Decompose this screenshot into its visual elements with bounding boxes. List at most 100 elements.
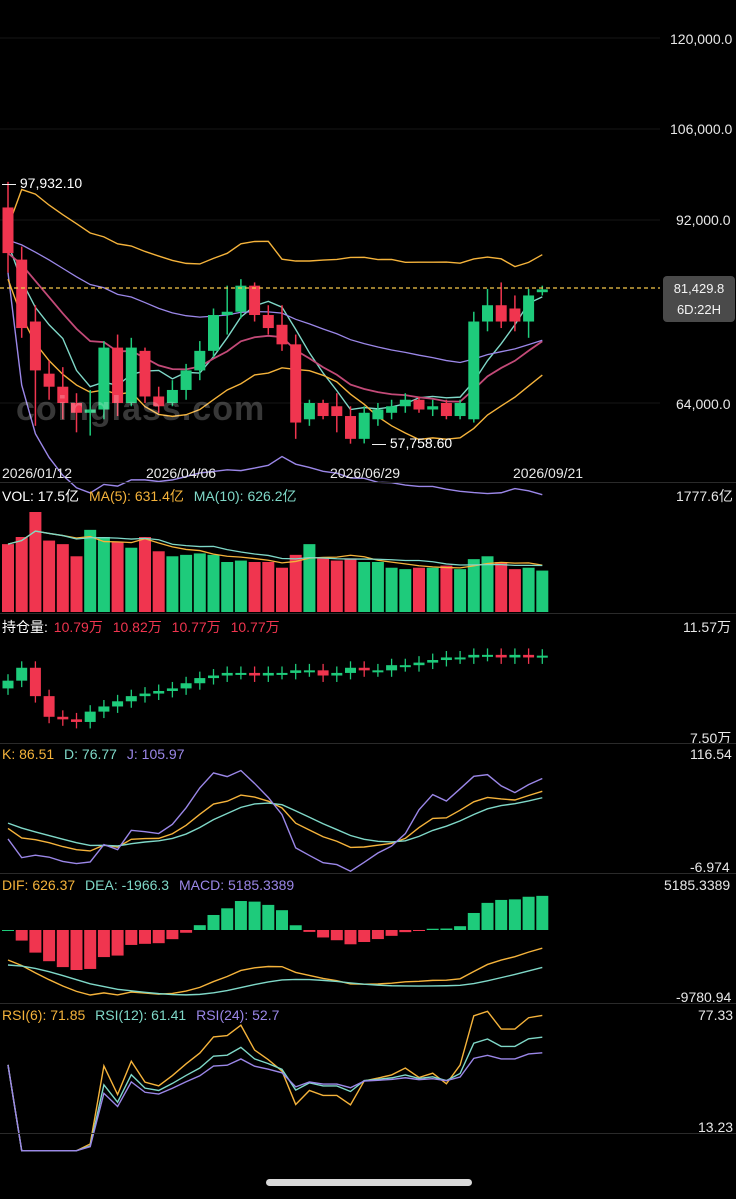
rsi-legend: RSI(6): 71.85 RSI(12): 61.41 RSI(24): 52… [2, 1007, 285, 1023]
volume-bar [495, 562, 508, 612]
macd-bar [317, 930, 330, 938]
macd-bar [481, 902, 494, 930]
rsi-12: RSI(12): 61.41 [95, 1007, 187, 1023]
oi-body [43, 696, 55, 717]
macd-bar [180, 930, 193, 933]
volume-bar [2, 544, 14, 612]
oi-body [57, 716, 69, 720]
home-indicator[interactable] [266, 1179, 472, 1186]
rsi6-line [7, 1010, 543, 1152]
vol-ma5-line [7, 530, 543, 569]
rsi-24: RSI(24): 52.7 [196, 1007, 280, 1023]
grid-lines [0, 37, 660, 404]
date-label: 2026/01/12 [2, 465, 73, 481]
macd-dif-line [7, 947, 543, 996]
volume-bar [454, 569, 467, 612]
macd-bar [440, 928, 453, 930]
volume-bar [399, 569, 412, 612]
rsi-axis-top: 77.33 [698, 1007, 734, 1023]
vol-legend: VOL: 17.5亿 MA(5): 631.4亿 MA(10): 626.2亿 [2, 486, 302, 506]
candle-body [399, 399, 411, 407]
candle-body [98, 347, 110, 410]
vol-ma5: MA(5): 631.4亿 [88, 488, 184, 504]
candle-body [194, 350, 206, 371]
oi-body [427, 660, 439, 663]
macd-bar [15, 930, 28, 941]
macd-bar [371, 930, 384, 940]
volume-bar [426, 567, 439, 612]
kdj-lines [7, 769, 543, 872]
pane-divider [0, 613, 736, 614]
macd-bar [152, 930, 165, 944]
ma-short-line [7, 243, 543, 411]
rsi-axis-bottom: 13.23 [698, 1119, 734, 1135]
oi-body [345, 667, 356, 673]
oi-body [331, 672, 343, 676]
kdj-d-line [7, 797, 543, 847]
date-label: 2026/04/06 [146, 465, 217, 481]
candle-body [386, 406, 398, 413]
oi-body [166, 688, 178, 691]
candle-body [290, 344, 302, 423]
kdj-legend: K: 86.51 D: 76.77 J: 105.97 [2, 746, 190, 762]
candle-body [372, 409, 384, 420]
candle-body [153, 396, 165, 407]
volume-bar [97, 537, 110, 612]
macd-axis-bottom: -9780.94 [676, 989, 732, 1005]
volume-bar [467, 559, 480, 612]
pane-divider [0, 743, 736, 744]
volume-bar [317, 558, 330, 612]
candle-body [235, 285, 247, 312]
high-marker: — 97,932.10 [2, 175, 83, 191]
oi-body [440, 657, 452, 661]
candle-body [249, 285, 261, 316]
current-price-value: 81,429.8 [673, 281, 725, 296]
pane-divider [0, 482, 736, 483]
lower-band-line [7, 272, 543, 496]
low-marker-value: 57,758.60 [389, 435, 453, 451]
date-label: 2026/09/21 [513, 465, 584, 481]
candle-body [125, 347, 137, 403]
oi-body [262, 672, 274, 676]
macd-bar [508, 899, 521, 930]
low-marker: — 57,758.60 [372, 435, 453, 451]
kdj-d: D: 76.77 [64, 746, 117, 762]
macd-bar [413, 930, 425, 931]
oi-body [509, 654, 521, 658]
ma-slow-line [7, 278, 543, 441]
oi-body [399, 665, 411, 668]
oi-body [372, 670, 384, 673]
current-price-tag: 81,429.8 6D:22H [663, 276, 735, 322]
oi-body [468, 654, 480, 658]
macd-dif: DIF: 626.37 [2, 877, 76, 893]
vol-ma10-line [7, 530, 543, 567]
macd-bar [70, 930, 83, 970]
macd-bar [56, 930, 69, 968]
oi-body [276, 672, 288, 675]
oi-body [84, 711, 96, 722]
candle-body [509, 308, 521, 322]
macd-bar [385, 930, 398, 936]
volume-bar [29, 512, 42, 612]
volume-bar [125, 547, 138, 612]
open-interest-candles [2, 648, 548, 729]
candle-body [16, 259, 28, 329]
volume-bar [276, 567, 288, 612]
macd-dea: DEA: -1966.3 [85, 877, 170, 893]
macd-bar [495, 899, 508, 930]
candle-body [112, 347, 124, 403]
volume-bar [70, 556, 83, 612]
candle-body [331, 406, 343, 417]
macd-bar [166, 930, 179, 940]
price-axis-label: 64,000.0 [676, 396, 731, 412]
volume-bar [358, 562, 371, 612]
ma-mid-line [7, 252, 543, 403]
kdj-k-line [7, 790, 543, 852]
volume-bar [207, 554, 220, 612]
oi-body [235, 672, 247, 675]
candle-body [523, 295, 535, 322]
macd-bar [207, 914, 220, 930]
volume-bar [413, 567, 425, 612]
oi-body [112, 701, 124, 707]
macd-bar [43, 930, 56, 962]
